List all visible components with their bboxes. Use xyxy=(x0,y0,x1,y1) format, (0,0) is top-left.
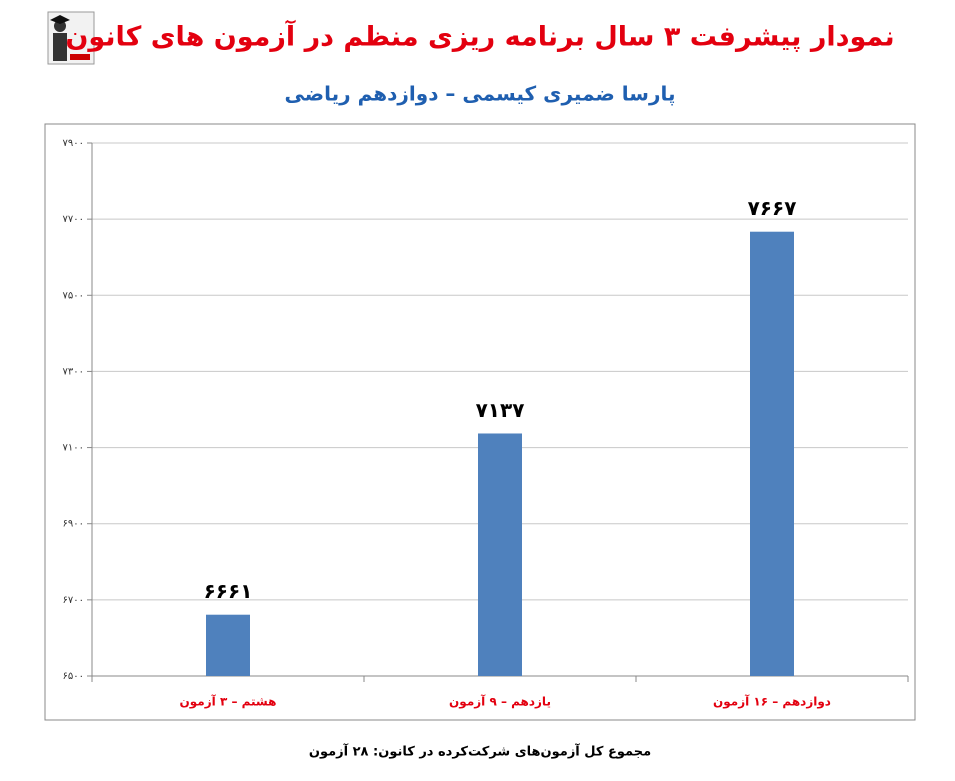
y-tick-label: ۷۱۰۰ xyxy=(63,443,84,454)
value-label: ۷۶۶۷ xyxy=(748,196,797,220)
bar xyxy=(478,433,522,676)
logo-band xyxy=(70,54,90,60)
chart-subtitle: پارسا ضمیری کیسمی – دوازدهم ریاضی xyxy=(285,82,676,107)
value-label: ۶۶۶۱ xyxy=(204,579,253,603)
footer-note: مجموع کل آزمون‌های شرکت‌کرده در کانون: ۲… xyxy=(309,743,651,760)
bar xyxy=(206,614,250,676)
value-label: ۷۱۳۷ xyxy=(476,398,525,422)
y-tick-label: ۷۷۰۰ xyxy=(63,214,84,225)
chart-title: نمودار پیشرفت ۳ سال برنامه ریزی منظم در … xyxy=(65,20,894,53)
y-tick-label: ۷۳۰۰ xyxy=(63,366,84,377)
logo-head xyxy=(54,20,66,32)
y-tick-label: ۶۵۰۰ xyxy=(63,671,84,682)
logo xyxy=(47,11,95,65)
y-tick-label: ۷۹۰۰ xyxy=(63,138,84,149)
y-tick-label: ۷۵۰۰ xyxy=(63,290,84,301)
x-tick-label: دوازدهم – ۱۶ آزمون xyxy=(713,694,831,710)
y-tick-label: ۶۹۰۰ xyxy=(63,519,84,530)
logo-body xyxy=(53,33,67,61)
plot-frame xyxy=(44,123,916,721)
x-tick-label: یازدهم – ۹ آزمون xyxy=(449,694,551,710)
y-tick-label: ۶۷۰۰ xyxy=(63,595,84,606)
x-tick-label: هشتم – ۳ آزمون xyxy=(180,694,277,710)
logo-cap xyxy=(50,15,70,24)
bar xyxy=(750,231,794,676)
